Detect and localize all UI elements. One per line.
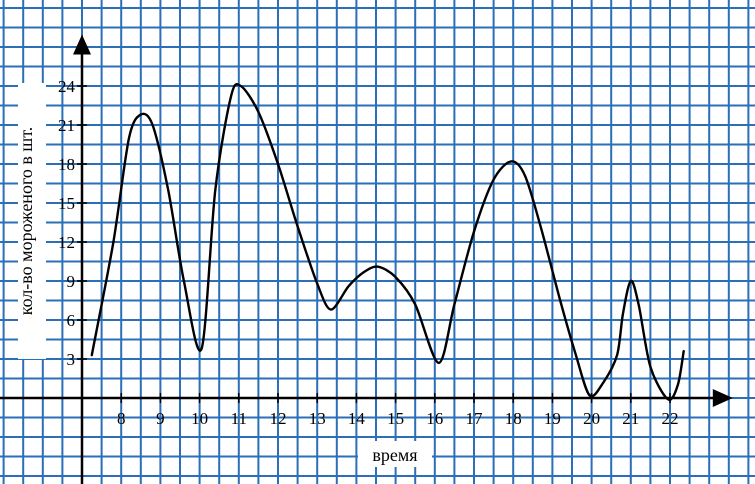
x-tick-label: 17 (466, 409, 484, 428)
y-axis-arrow (73, 34, 91, 55)
tick-labels: 8 9 10 11 12 13 14 15 16 17 18 19 20 21 22 3 6 9 12 15 18 21 2… (58, 77, 679, 428)
x-tick-label: 15 (387, 409, 404, 428)
x-axis-arrow (712, 389, 733, 407)
series-line (90, 83, 685, 401)
y-tick-label: 21 (58, 116, 75, 135)
x-tick-label: 11 (231, 409, 247, 428)
x-tick-label: 12 (270, 409, 287, 428)
x-tick-label: 20 (583, 409, 600, 428)
series-layer (90, 83, 685, 401)
y-tick-label: 12 (58, 233, 75, 252)
x-tick-label: 14 (348, 409, 366, 428)
x-tick-label: 10 (191, 409, 208, 428)
y-tick-label: 3 (67, 350, 76, 369)
x-axis-title-background (358, 441, 432, 467)
x-tick-label: 16 (426, 409, 443, 428)
x-tick-label: 18 (505, 409, 522, 428)
y-tick-label: 18 (58, 155, 75, 174)
x-tick-label: 22 (662, 409, 679, 428)
x-tick-label: 21 (622, 409, 639, 428)
y-axis-title: кол-во мороженого в шт. (16, 127, 36, 316)
y-tick-label: 15 (58, 194, 75, 213)
x-tick-label: 8 (117, 409, 126, 428)
y-axis-title-background (18, 83, 46, 359)
axes (0, 34, 733, 484)
y-tick-label: 9 (67, 272, 76, 291)
y-tick-label: 24 (58, 77, 76, 96)
y-tick-label: 6 (67, 311, 76, 330)
x-tick-label: 13 (309, 409, 326, 428)
x-tick-label: 19 (544, 409, 561, 428)
x-axis-title: время (372, 445, 417, 465)
x-tick-label: 9 (156, 409, 165, 428)
